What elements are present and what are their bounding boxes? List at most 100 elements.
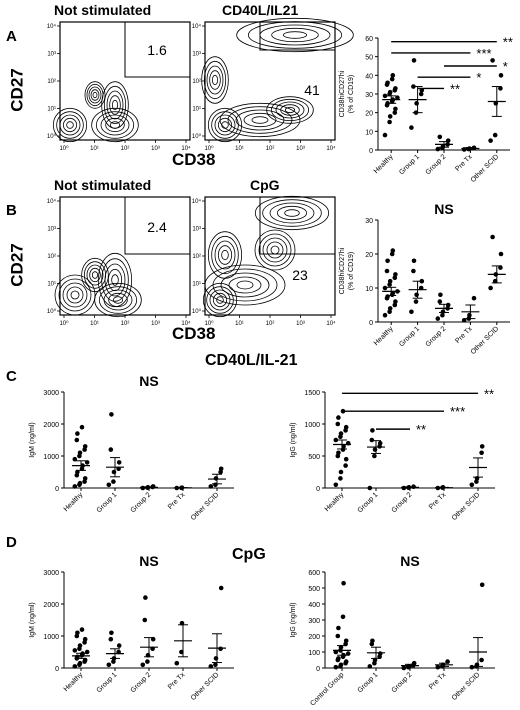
data-point — [106, 482, 112, 488]
flow-ytick-label: 10³ — [192, 227, 201, 233]
data-point — [382, 312, 388, 318]
flow-ytick-label: 10¹ — [47, 282, 56, 288]
gate-value: 2.4 — [147, 219, 167, 235]
flow-xtick-label: 10² — [121, 321, 130, 327]
contour-line — [266, 96, 314, 124]
data-point — [333, 437, 339, 443]
data-point — [393, 272, 398, 277]
flow-ytick-label: 10¹ — [47, 107, 56, 113]
y-tick-label: 0 — [316, 666, 320, 673]
data-point — [392, 110, 398, 115]
data-point — [338, 476, 343, 481]
x-tick-label: Group 1 — [96, 491, 119, 514]
flow-ytick-label: 10⁴ — [47, 198, 57, 205]
contour-line — [62, 282, 88, 308]
significance-label: ** — [416, 422, 426, 437]
data-point — [218, 585, 224, 591]
data-point — [370, 638, 375, 644]
data-point — [77, 643, 83, 648]
data-point — [345, 651, 351, 656]
x-tick-label: Other SCID — [470, 325, 501, 356]
data-point — [369, 437, 375, 443]
data-point — [498, 251, 504, 257]
contour-line — [66, 121, 74, 129]
data-point — [338, 431, 344, 436]
flow-xtick-label: 10⁴ — [181, 320, 191, 327]
flow-xlabel-a: CD38 — [172, 150, 216, 169]
panel-letter-a: A — [6, 28, 17, 45]
flow-title-a-right: CD40L/IL21 — [222, 2, 299, 18]
x-tick-label: Other SCID — [451, 491, 482, 522]
data-point — [389, 76, 395, 82]
flow-xtick-label: 10² — [121, 146, 130, 152]
x-tick-label: Group 1 — [398, 325, 421, 348]
contour-line — [220, 272, 270, 298]
data-point — [218, 646, 223, 652]
x-tick-label: Group 2 — [130, 491, 153, 514]
contour-line — [91, 271, 99, 279]
flow-xtick-label: 10¹ — [90, 146, 99, 152]
header-c: CD40L/IL-21 — [205, 352, 298, 369]
contour-line — [214, 114, 236, 136]
y-tick-label: 1000 — [43, 634, 59, 641]
y-tick-label: 3000 — [43, 390, 59, 397]
gate-value: 1.6 — [147, 42, 167, 58]
data-point — [435, 316, 441, 321]
data-point — [72, 648, 78, 653]
contour-line — [97, 252, 133, 308]
y-axis-label: CD38hiCD27hi — [339, 70, 346, 117]
chart-D-right: 0 100 200 300 400 500 600 IgG (ng/ml) Control Gr… — [290, 553, 495, 708]
data-point — [343, 659, 349, 664]
data-point — [84, 649, 90, 655]
data-point — [393, 299, 398, 304]
panel-letter-b: B — [6, 202, 17, 219]
contour-line — [212, 268, 278, 302]
y-tick-label: 500 — [308, 586, 320, 593]
x-tick-label: Other SCID — [470, 153, 501, 184]
data-point — [390, 73, 396, 78]
contour-line — [269, 202, 315, 224]
significance-label: ** — [450, 81, 460, 96]
significance-label: *** — [476, 46, 491, 61]
data-point — [336, 415, 341, 420]
contour-line — [254, 229, 296, 271]
significance-label: ** — [503, 35, 513, 50]
flow-xtick-label: 10³ — [296, 146, 305, 152]
contour-line — [202, 282, 238, 318]
chart-title: NS — [400, 553, 419, 569]
data-point — [340, 614, 346, 620]
contour-line — [103, 85, 127, 125]
contour-line — [201, 56, 229, 104]
data-point — [413, 299, 419, 304]
data-point — [414, 101, 419, 106]
flow-title-a-left: Not stimulated — [54, 2, 152, 18]
significance-label: * — [476, 70, 481, 85]
contour-line — [251, 116, 269, 124]
flow-title-b-right: CpG — [250, 177, 280, 193]
data-point — [79, 627, 85, 632]
data-point — [336, 450, 341, 456]
data-point — [409, 125, 414, 130]
contour-line — [270, 98, 310, 122]
contour-line — [204, 264, 286, 306]
flow-ytick-label: 10⁰ — [47, 308, 57, 315]
contour-line — [216, 296, 224, 304]
flow-xtick-label: 10² — [266, 321, 275, 327]
data-point — [111, 479, 116, 484]
data-point — [335, 421, 341, 427]
data-point — [75, 630, 80, 636]
data-point — [492, 132, 498, 138]
flow-ytick-label: 10² — [47, 79, 56, 85]
contour-line — [103, 289, 133, 311]
flow-xtick-label: 10⁰ — [204, 320, 214, 327]
data-point — [414, 292, 419, 298]
flow-ytick-label: 10² — [192, 254, 201, 260]
contour-line — [109, 121, 121, 129]
data-point — [367, 664, 373, 669]
contour-line — [243, 112, 277, 128]
x-tick-label: Healthy — [373, 325, 395, 347]
contour-line — [90, 89, 100, 101]
